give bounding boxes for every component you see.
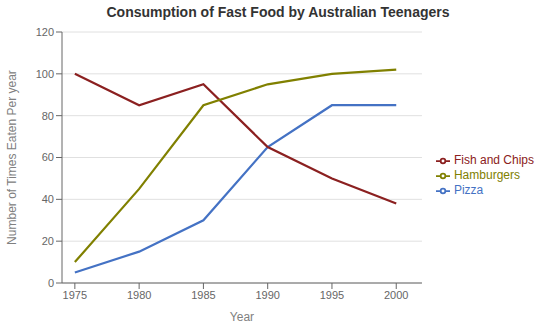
html-text:Hamburgers: Hamburgers: [454, 168, 520, 183]
svg-text:1985: 1985: [191, 289, 215, 301]
svg-text:40: 40: [42, 193, 54, 205]
svg-text:Number of Times Eaten Per year: Number of Times Eaten Per year: [8, 70, 19, 245]
svg-text:20: 20: [42, 235, 54, 247]
svg-text:1975: 1975: [63, 289, 87, 301]
html-text:Consumption of Fast Food by Au: Consumption of Fast Food by Australian T…: [106, 4, 450, 20]
svg-text:1980: 1980: [127, 289, 151, 301]
svg-text:Year: Year: [230, 310, 254, 324]
svg-text:60: 60: [42, 151, 54, 163]
svg-text:80: 80: [42, 110, 54, 122]
html-text:Pizza: Pizza: [454, 182, 484, 197]
svg-text:120: 120: [36, 26, 54, 38]
svg-text:100: 100: [36, 68, 54, 80]
svg-text:1990: 1990: [255, 289, 279, 301]
html-text:Fish and Chips: Fish and Chips: [454, 153, 534, 168]
svg-text:1995: 1995: [320, 289, 344, 301]
svg-text:0: 0: [48, 277, 54, 289]
svg-text:2000: 2000: [384, 289, 408, 301]
